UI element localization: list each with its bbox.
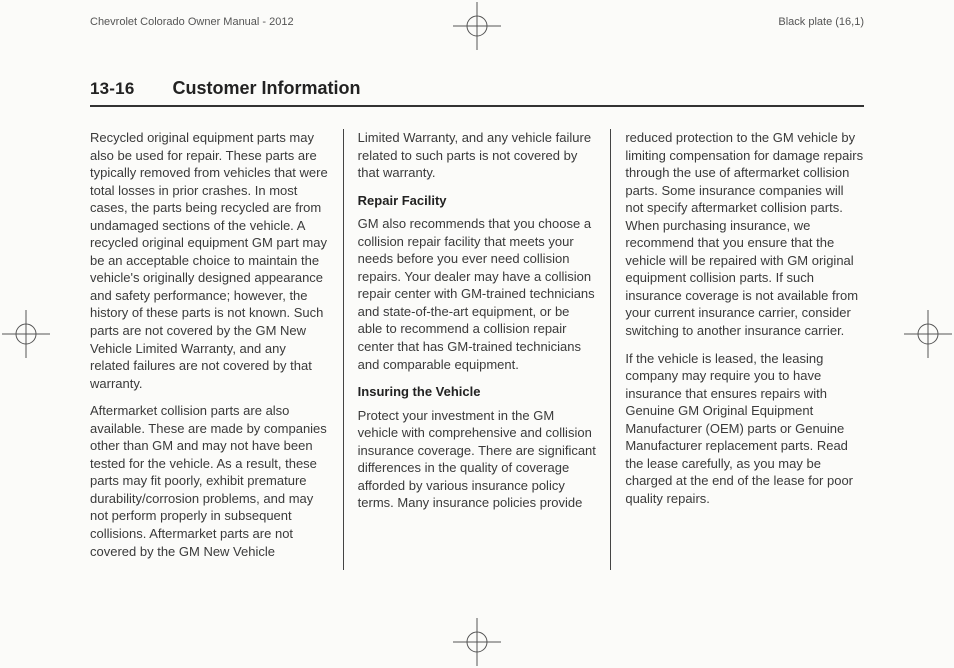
section-title: Customer Information — [172, 78, 360, 99]
column-2: Limited Warranty, and any vehicle failur… — [343, 129, 611, 570]
manual-page: Chevrolet Colorado Owner Manual - 2012 B… — [0, 0, 954, 668]
page-content: 13-16 Customer Information Recycled orig… — [90, 78, 864, 608]
plate-info: Black plate (16,1) — [778, 16, 864, 28]
crop-mark-icon — [453, 618, 501, 666]
body-paragraph: Limited Warranty, and any vehicle failur… — [358, 129, 597, 182]
running-header: Chevrolet Colorado Owner Manual - 2012 B… — [90, 16, 864, 28]
column-1: Recycled original equipment parts may al… — [90, 129, 343, 570]
crop-mark-icon — [904, 310, 952, 358]
body-paragraph: Recycled original equipment parts may al… — [90, 129, 329, 392]
crop-mark-icon — [2, 310, 50, 358]
body-paragraph: Protect your investment in the GM vehicl… — [358, 407, 597, 512]
column-3: reduced protection to the GM vehicle by … — [610, 129, 864, 570]
subheading-insuring-vehicle: Insuring the Vehicle — [358, 383, 597, 401]
section-header: 13-16 Customer Information — [90, 78, 864, 107]
subheading-repair-facility: Repair Facility — [358, 192, 597, 210]
body-paragraph: GM also recommends that you choose a col… — [358, 215, 597, 373]
page-number: 13-16 — [90, 79, 134, 99]
body-paragraph: If the vehicle is leased, the leasing co… — [625, 350, 864, 508]
body-paragraph: Aftermarket collision parts are also ava… — [90, 402, 329, 560]
text-columns: Recycled original equipment parts may al… — [90, 129, 864, 570]
manual-title: Chevrolet Colorado Owner Manual - 2012 — [90, 16, 294, 28]
body-paragraph: reduced protection to the GM vehicle by … — [625, 129, 864, 340]
